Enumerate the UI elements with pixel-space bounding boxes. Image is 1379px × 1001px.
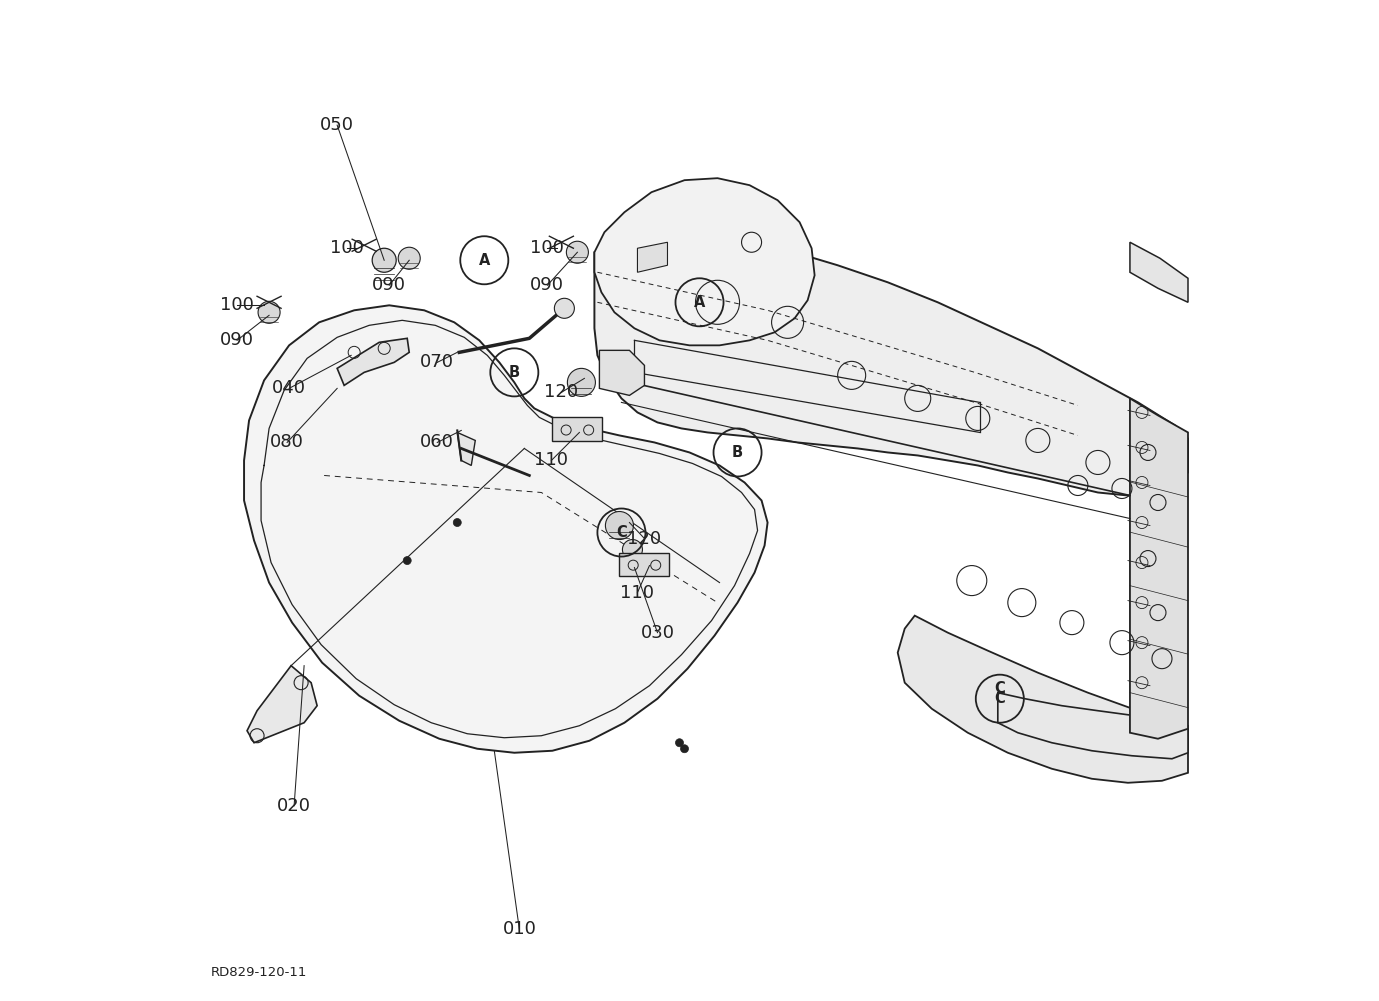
Circle shape xyxy=(567,368,596,396)
Polygon shape xyxy=(244,305,768,753)
Text: 080: 080 xyxy=(270,433,303,451)
Polygon shape xyxy=(1129,242,1187,302)
Polygon shape xyxy=(619,553,669,576)
Circle shape xyxy=(622,540,643,560)
Text: B: B xyxy=(732,445,743,459)
Text: 060: 060 xyxy=(421,433,454,451)
Circle shape xyxy=(676,739,684,747)
Text: 100: 100 xyxy=(221,296,254,314)
Text: 100: 100 xyxy=(531,239,564,257)
Circle shape xyxy=(372,248,396,272)
Polygon shape xyxy=(336,338,410,385)
Text: A: A xyxy=(479,253,490,267)
Polygon shape xyxy=(458,432,476,465)
Polygon shape xyxy=(637,242,667,272)
Circle shape xyxy=(454,519,461,527)
Polygon shape xyxy=(594,178,815,345)
Polygon shape xyxy=(898,616,1187,783)
Text: 010: 010 xyxy=(502,920,536,938)
Text: 110: 110 xyxy=(621,584,655,602)
Circle shape xyxy=(680,745,688,753)
Circle shape xyxy=(605,512,633,540)
Polygon shape xyxy=(247,666,317,743)
Polygon shape xyxy=(600,350,644,395)
Polygon shape xyxy=(998,693,1187,759)
Circle shape xyxy=(258,301,280,323)
Circle shape xyxy=(567,241,589,263)
Text: 050: 050 xyxy=(320,116,354,134)
Text: 020: 020 xyxy=(277,797,312,815)
Text: 090: 090 xyxy=(531,276,564,294)
Text: 090: 090 xyxy=(372,276,407,294)
Text: C: C xyxy=(616,526,627,540)
Polygon shape xyxy=(594,232,1187,495)
Polygon shape xyxy=(553,417,603,440)
Text: 100: 100 xyxy=(330,239,364,257)
Polygon shape xyxy=(1129,398,1187,739)
Text: 030: 030 xyxy=(640,624,674,642)
Text: B: B xyxy=(509,365,520,379)
Polygon shape xyxy=(625,550,640,568)
Text: 110: 110 xyxy=(534,451,568,469)
Circle shape xyxy=(399,247,421,269)
Text: A: A xyxy=(694,295,705,309)
Circle shape xyxy=(554,298,575,318)
Text: 090: 090 xyxy=(221,331,254,349)
Text: RD829-120-11: RD829-120-11 xyxy=(211,966,308,979)
Text: C: C xyxy=(994,692,1005,706)
Text: 120: 120 xyxy=(627,530,662,548)
Circle shape xyxy=(403,557,411,565)
Text: 120: 120 xyxy=(545,383,578,401)
Text: 070: 070 xyxy=(421,353,454,371)
Text: C: C xyxy=(994,682,1005,696)
Text: 040: 040 xyxy=(272,379,306,397)
